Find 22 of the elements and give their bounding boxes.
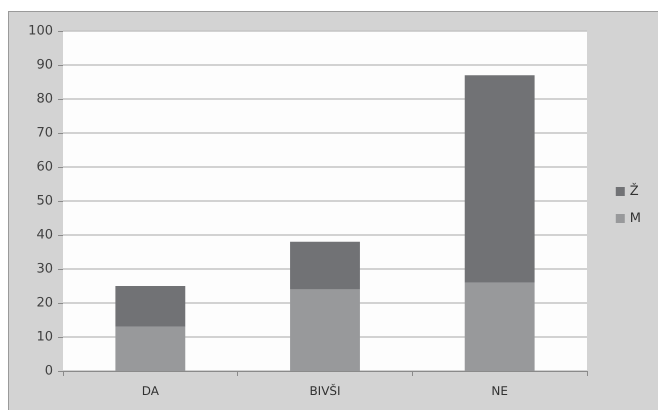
y-tick-label: 90 (36, 58, 53, 72)
bar (115, 326, 186, 371)
bar (290, 289, 360, 371)
y-tick-label: 50 (36, 194, 53, 208)
x-tick-label: NE (491, 384, 508, 398)
y-tick-label: 80 (36, 92, 53, 106)
legend-label: Ž (630, 182, 639, 199)
x-tick-label: DA (142, 384, 160, 398)
bar (464, 282, 535, 371)
y-tick-label: 40 (36, 228, 53, 242)
y-tick-label: 100 (28, 24, 53, 38)
y-tick-label: 30 (36, 262, 53, 276)
y-tick-label: 60 (36, 160, 53, 174)
y-tick-label: 20 (36, 296, 53, 310)
bar (290, 242, 360, 290)
legend-label: M (630, 211, 641, 226)
bar (115, 286, 186, 327)
bar (464, 75, 535, 283)
y-tick-label: 70 (36, 126, 53, 140)
y-tick-label: 0 (44, 364, 53, 378)
x-tick-label: BIVŠI (309, 383, 341, 398)
y-tick-label: 10 (36, 330, 53, 344)
